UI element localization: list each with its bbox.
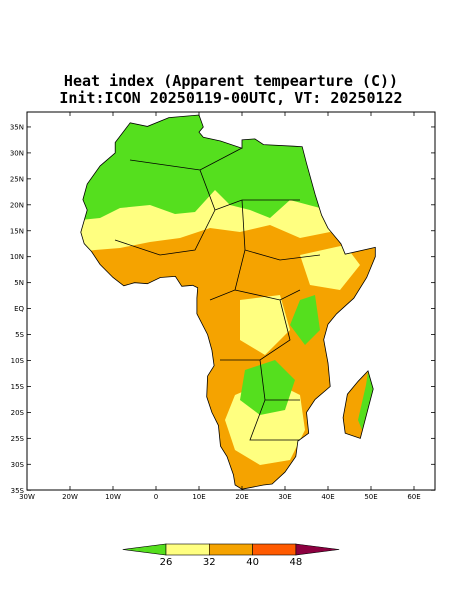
lat-label: 5N [14, 279, 24, 287]
colorbar-segment [165, 543, 210, 556]
lon-label: 20E [235, 493, 248, 501]
lat-label: 5S [15, 331, 24, 339]
map-title: Heat index (Apparent tempearture (C)) [64, 72, 398, 90]
lat-label: 25N [10, 175, 24, 183]
colorbar-label: 48 [290, 557, 303, 568]
madagascar-coast [342, 370, 374, 439]
field-yellow-east [300, 245, 360, 290]
lon-label: 40E [321, 493, 334, 501]
lat-label: 20N [10, 201, 24, 209]
colorbar-label: 32 [203, 557, 216, 568]
lat-label: 15S [11, 383, 25, 391]
lat-label: 15N [10, 227, 24, 235]
lon-label: 20W [62, 493, 78, 501]
lat-label: 30S [11, 461, 25, 469]
lat-label: EQ [14, 305, 24, 313]
colorbar-low [122, 543, 167, 556]
colorbar-label: 26 [160, 557, 173, 568]
field-green-south [240, 360, 295, 415]
colorbar-segment [252, 543, 297, 556]
colorbar: 26 32 40 48 [122, 543, 340, 568]
lon-label: 0 [154, 493, 158, 501]
field-yellow-congo [240, 295, 290, 355]
lon-label: 60E [407, 493, 420, 501]
borders [114, 147, 321, 441]
madagascar-green [358, 372, 374, 430]
field-green-lakes [290, 295, 320, 345]
map-subtitle: Init:ICON 20250119-00UTC, VT: 20250122 [59, 89, 402, 107]
lon-label: 30W [19, 493, 35, 501]
lon-label: 30E [278, 493, 291, 501]
axis-ticks: 35N 30N 25N 20N 15N 10N 5N EQ 5S 10S 15S 20S 25S 30S 3… [10, 112, 435, 501]
lat-label: 20S [11, 409, 25, 417]
lat-label: 30N [10, 149, 24, 157]
lon-label: 10E [192, 493, 205, 501]
lat-label: 25S [11, 435, 25, 443]
colorbar-label: 40 [246, 557, 259, 568]
lat-label: 35N [10, 123, 24, 131]
lat-label: 10S [11, 357, 25, 365]
lon-label: 50E [364, 493, 377, 501]
lon-label: 10W [105, 493, 121, 501]
colorbar-segment [209, 543, 253, 556]
colorbar-high [295, 543, 340, 556]
lat-label: 10N [10, 253, 24, 261]
lat-label: 35S [11, 487, 25, 495]
